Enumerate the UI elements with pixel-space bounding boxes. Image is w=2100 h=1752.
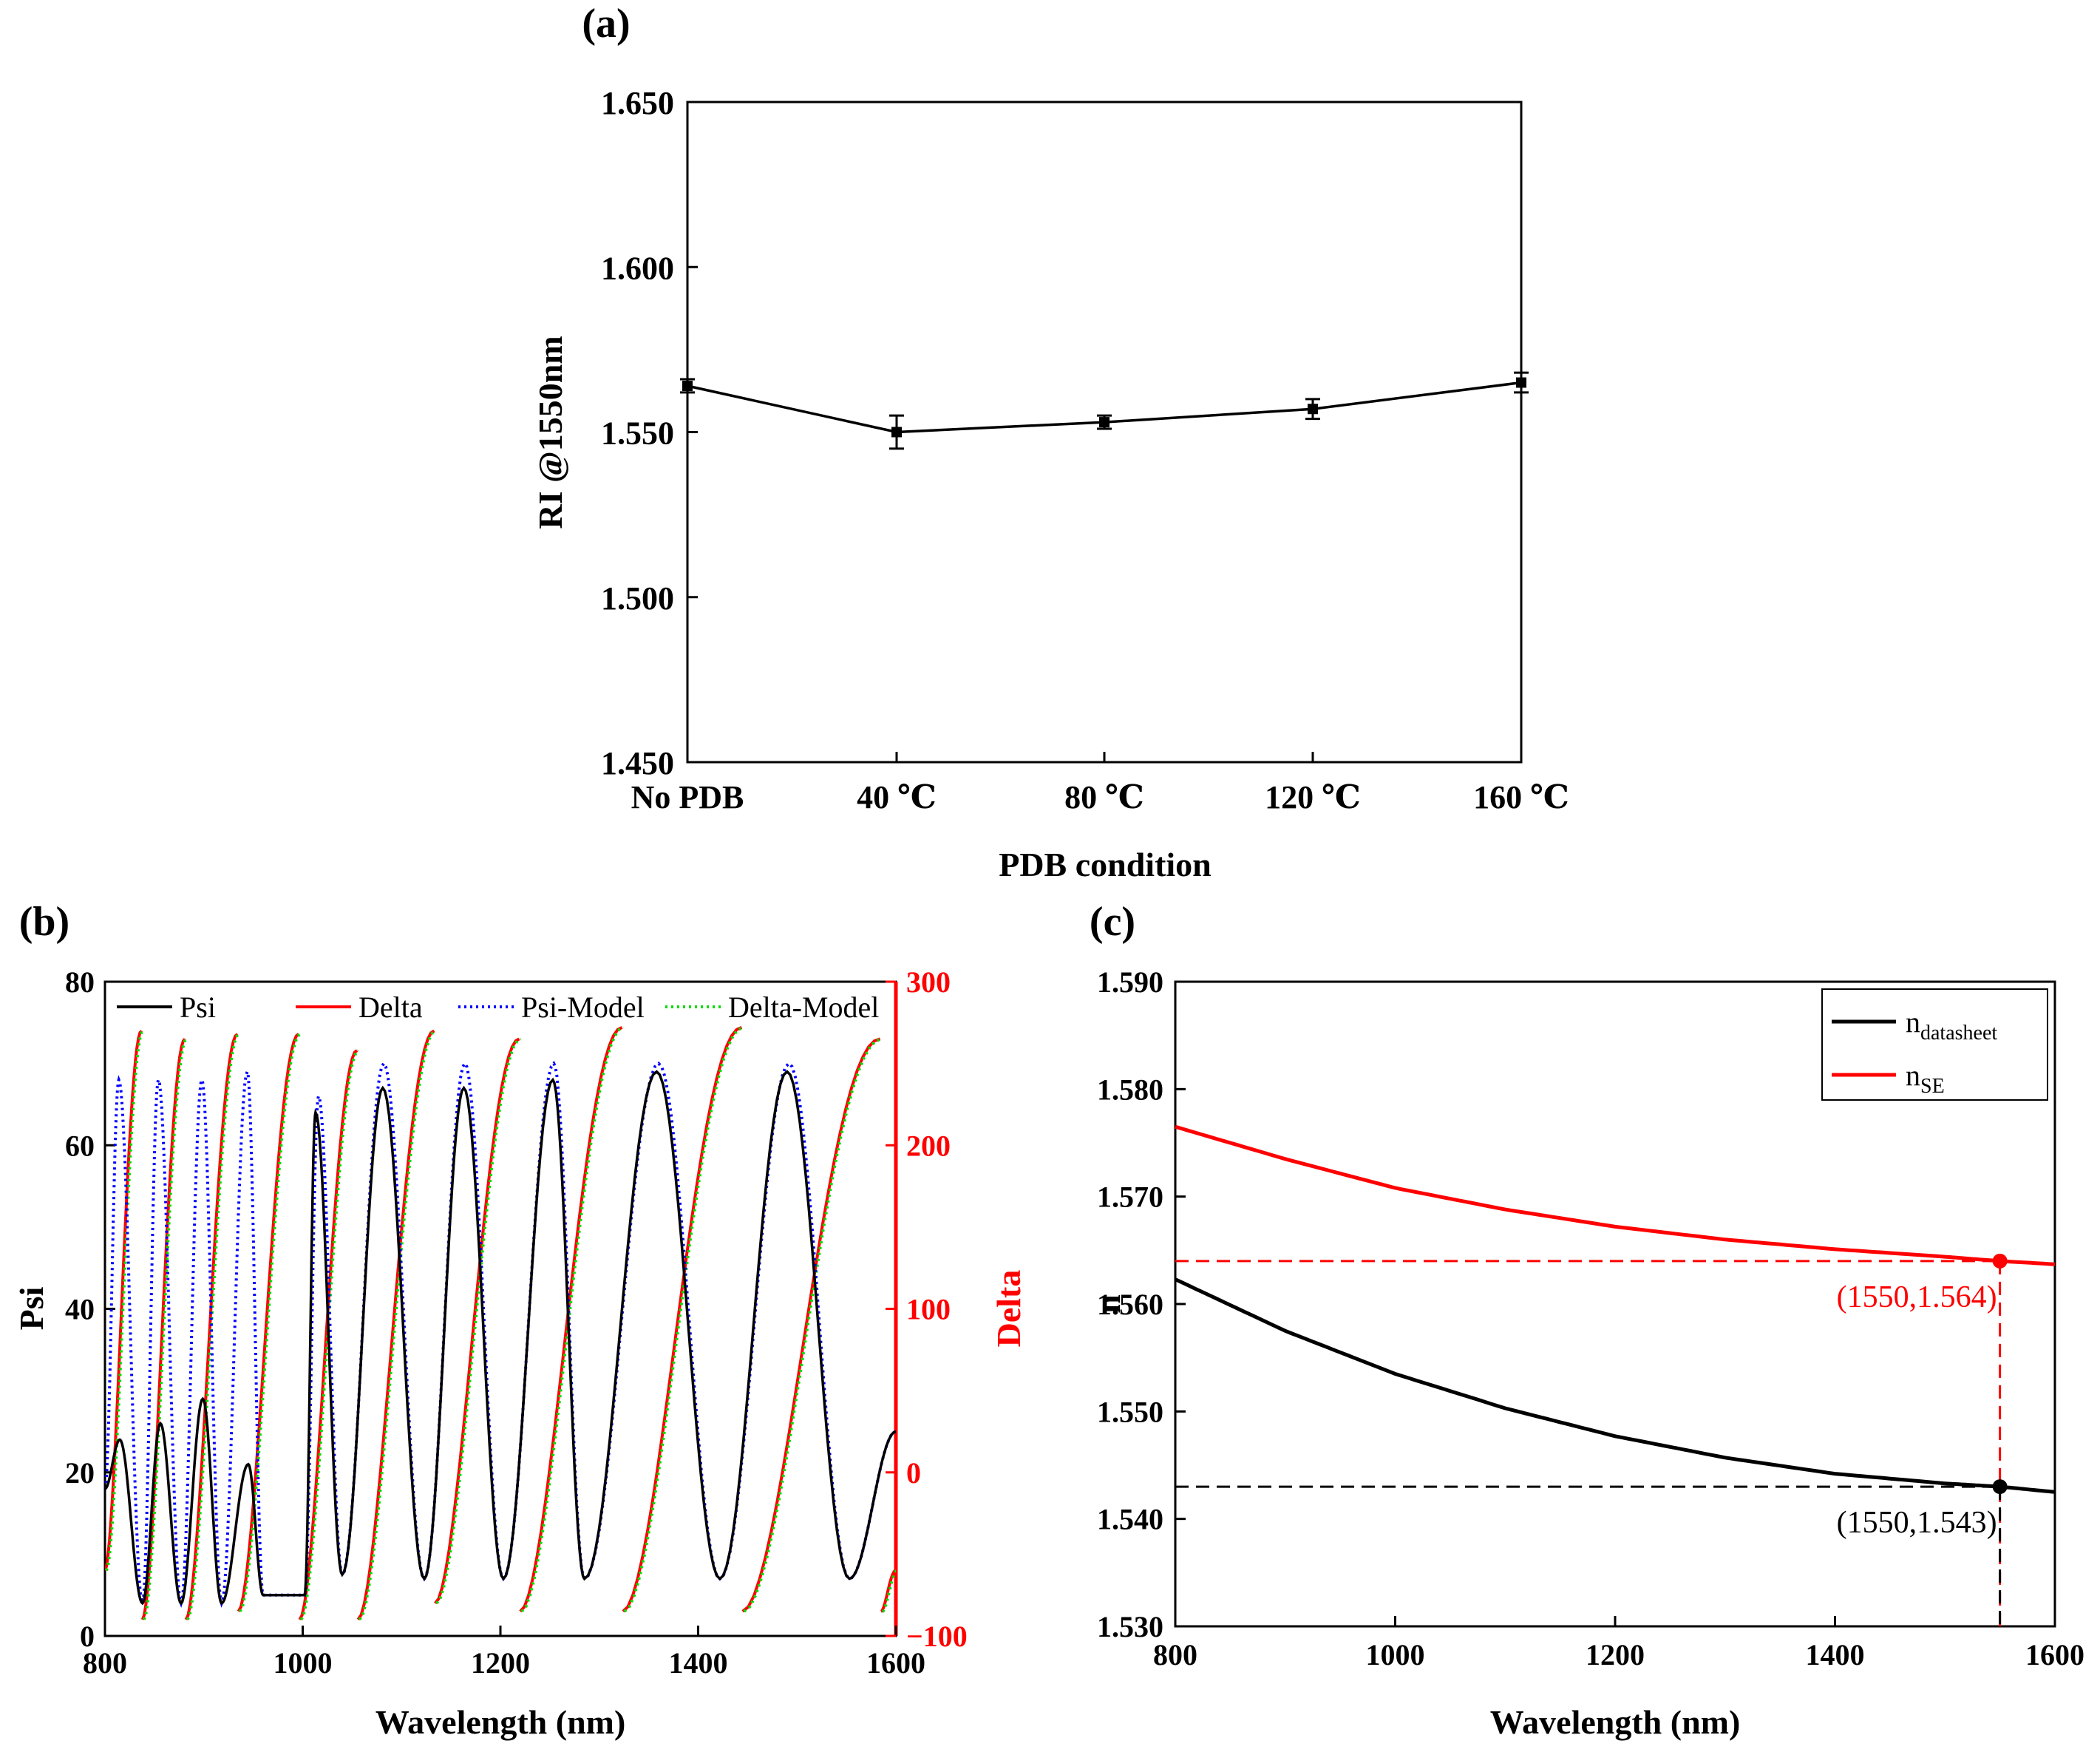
panel-a-data-point — [1308, 404, 1318, 415]
panel-c-axes: 800 1000 1200 1400 1600 1.530 1.540 1.550 1.560 1… — [1097, 965, 2084, 1671]
panel-a-data-point — [1516, 377, 1526, 388]
panel-a-y-tick-label: 1.550 — [601, 415, 674, 452]
panel-b-psi-line — [105, 1070, 896, 1606]
panel-a-x-tick-label: 40 ℃ — [857, 779, 937, 815]
panel-b-right-tick-label: 200 — [906, 1129, 951, 1162]
panel-b-psi-model-line — [105, 1060, 896, 1609]
panel-c-legend-symbol: n — [1906, 1059, 1920, 1092]
panel-c-legend-label: ndatasheet — [1906, 1005, 1997, 1045]
panel-c-legend-subscript: SE — [1920, 1075, 1945, 1098]
panel-b-legend: Psi Delta Psi-Model Delta-Model — [117, 991, 879, 1024]
panel-b-right-tick-label: 0 — [906, 1456, 921, 1490]
panel-a-y-tick-label: 1.450 — [601, 745, 674, 781]
panel-c-x-tick-label: 1200 — [1586, 1638, 1645, 1671]
panel-a-y-tick-label: 1.650 — [601, 85, 674, 121]
panel-a-y-tick-label: 1.600 — [601, 250, 674, 286]
panel-b-plot-area — [105, 1026, 896, 1621]
panel-b-y-tick-label: 20 — [65, 1456, 95, 1490]
panel-c-x-tick-label: 1000 — [1366, 1638, 1425, 1671]
panel-c-series-line-SE — [1175, 1124, 2056, 1266]
panel-c-x-label: Wavelength (nm) — [1490, 1703, 1741, 1741]
panel-a-data-point — [1099, 417, 1110, 428]
panel-b-x-tick-label: 1200 — [471, 1646, 530, 1680]
panel-b-y-label-right: Delta — [990, 1270, 1027, 1348]
panel-c-y-tick-label: 1.530 — [1097, 1610, 1163, 1643]
panel-a-series — [680, 371, 1529, 450]
panel-b-chart: (b) 800 1000 1200 1400 1600 0 20 40 60 80 −100 0 100… — [13, 899, 1027, 1741]
panel-c-series-line-datasheet — [1174, 1277, 2056, 1494]
panel-b-y-tick-label: 80 — [65, 965, 95, 999]
panel-b-legend-label: Delta — [359, 991, 423, 1024]
panel-c-annotation-label: (1550,1.564) — [1837, 1280, 1997, 1314]
panel-b-legend-label: Delta-Model — [728, 991, 879, 1024]
panel-b-delta-model-line — [105, 1026, 896, 1621]
panel-a-y-axis: 1.450 1.500 1.550 1.600 1.650 — [601, 85, 698, 781]
panel-a-data-point — [891, 427, 902, 438]
panel-b-series — [105, 1026, 896, 1621]
panel-b-x-tick-label: 1600 — [866, 1646, 925, 1680]
panel-a-x-axis: No PDB 40 ℃ 80 ℃ 120 ℃ 160 ℃ — [631, 752, 1569, 815]
panel-a-x-tick-label: 120 ℃ — [1265, 779, 1361, 815]
panel-b-y-tick-label: 40 — [65, 1293, 95, 1326]
panel-c-series: (1550,1.564) (1550,1.543) — [1174, 1124, 2056, 1626]
panel-b-right-tick-label: −100 — [906, 1620, 968, 1653]
panel-c-legend-box — [1821, 988, 2048, 1101]
panel-c-y-tick-label: 1.540 — [1097, 1503, 1163, 1536]
panel-a-x-tick-label: 160 ℃ — [1473, 779, 1569, 815]
panel-c-legend-subscript: datasheet — [1920, 1022, 1997, 1045]
panel-b-y-tick-label: 60 — [65, 1129, 95, 1162]
panel-c-y-tick-label: 1.580 — [1097, 1073, 1163, 1106]
panel-c-y-tick-label: 1.590 — [1097, 965, 1163, 999]
panel-b-right-tick-label: 100 — [906, 1293, 951, 1326]
panel-a-x-tick-label: 80 ℃ — [1064, 779, 1144, 815]
panel-a-label: (a) — [582, 1, 630, 47]
panel-b-y-tick-label: 0 — [80, 1620, 95, 1653]
panel-c-chart: (c) 800 1000 1200 1400 1600 1.530 1.540 1.550 1.… — [1090, 899, 2084, 1741]
panel-b-legend-label: Psi — [180, 991, 216, 1024]
panel-b-right-tick-label: 300 — [906, 965, 951, 999]
panel-a-x-tick-label: No PDB — [631, 779, 744, 815]
panel-b-x-label: Wavelength (nm) — [376, 1703, 626, 1741]
panel-c-marker-point — [1992, 1479, 2008, 1495]
panel-a-data-point — [682, 380, 693, 391]
panel-b-x-tick-label: 1400 — [669, 1646, 728, 1680]
panel-b-x-tick-label: 1000 — [273, 1646, 333, 1680]
panel-c-x-tick-label: 1400 — [1806, 1638, 1865, 1671]
panel-b-x-tick-label: 800 — [83, 1646, 127, 1680]
panel-c-marker-point — [1992, 1253, 2008, 1269]
panel-c-legend-label: nSE — [1906, 1059, 1945, 1098]
panel-c-legend-symbol: n — [1906, 1005, 1920, 1039]
panel-c-x-tick-label: 1600 — [2025, 1638, 2084, 1671]
panel-c-y-tick-label: 1.550 — [1097, 1395, 1163, 1428]
panel-b-y-label: Psi — [13, 1286, 50, 1330]
panel-a-y-label: RI @1550nm — [531, 336, 569, 529]
panel-c-x-tick-label: 800 — [1153, 1638, 1197, 1671]
panel-c-y-label: n — [1090, 1294, 1127, 1314]
panel-a-y-tick-label: 1.500 — [601, 580, 674, 617]
panel-a-x-label: PDB condition — [999, 846, 1212, 883]
panel-c-annotation-label: (1550,1.543) — [1837, 1506, 1997, 1540]
panel-a-chart: (a) 1.450 1.500 1.550 1.600 1.650 No PDB 40 ℃… — [531, 1, 1569, 883]
panel-c-y-tick-label: 1.570 — [1097, 1181, 1163, 1214]
panel-b-axes: 800 1000 1200 1400 1600 0 20 40 60 80 −100 0 100 200 3… — [65, 965, 968, 1680]
panel-b-label: (b) — [19, 899, 69, 945]
panel-b-legend-label: Psi-Model — [521, 991, 645, 1024]
panel-c-label: (c) — [1090, 899, 1135, 945]
panel-c-y-tick-label: 1.560 — [1097, 1288, 1163, 1321]
